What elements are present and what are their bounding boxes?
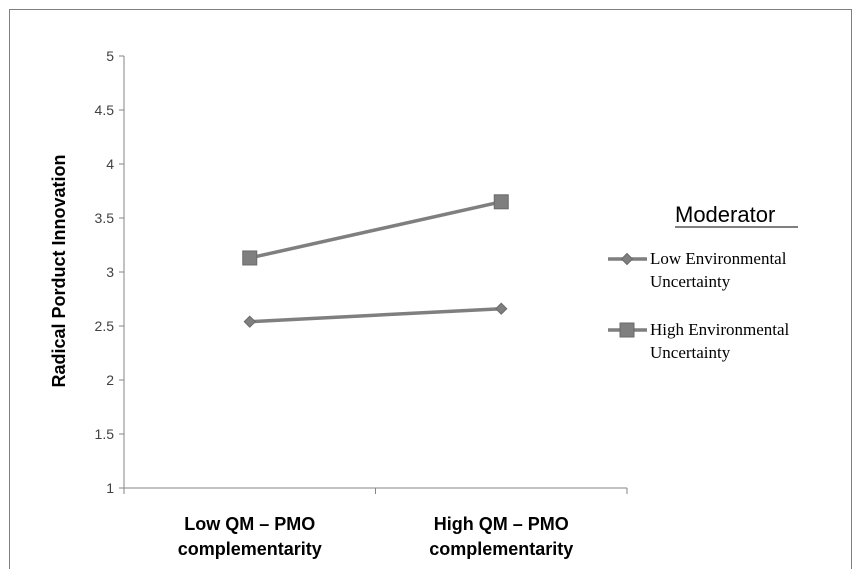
legend-entry: Low Environmental Uncertainty — [608, 249, 787, 291]
legend-entry: High Environmental Uncertainty — [608, 320, 790, 362]
series-group — [242, 194, 509, 328]
data-point — [243, 315, 256, 328]
y-tick-label: 4.5 — [95, 102, 115, 118]
x-category-label: Low QM – PMO complementarity — [178, 514, 322, 559]
axes — [119, 55, 628, 494]
y-tick-label: 1.5 — [95, 426, 115, 442]
y-tick-label: 2.5 — [95, 318, 115, 334]
data-point — [242, 250, 258, 266]
x-category-labels: Low QM – PMO complementarity High QM – PMO… — [178, 514, 574, 559]
data-point — [495, 302, 508, 315]
series-high-uncertainty — [242, 194, 509, 266]
y-tick-label: 5 — [106, 48, 114, 64]
y-tick-labels: 1 1.5 2 2.5 3 3.5 4 4.5 5 — [95, 48, 115, 496]
y-tick-label: 1 — [106, 480, 114, 496]
y-tick-label: 4 — [106, 156, 114, 172]
legend-marker — [619, 322, 635, 338]
x-category-label: High QM – PMO complementarity — [429, 514, 573, 559]
legend: Moderator Low Environmental Uncertainty Hi… — [608, 202, 798, 362]
series-line — [249, 200, 502, 260]
legend-title: Moderator — [675, 202, 775, 227]
legend-marker — [620, 252, 634, 266]
line-chart: 1 1.5 2 2.5 3 3.5 4 4.5 5 Low QM – PMO complement… — [49, 48, 798, 559]
y-tick-label: 2 — [106, 372, 114, 388]
legend-label: Low Environmental Uncertainty — [650, 249, 787, 291]
series-line — [249, 306, 502, 324]
data-point — [493, 194, 509, 210]
legend-label: High Environmental Uncertainty — [650, 320, 790, 362]
y-axis-label: Radical Porduct Innovation — [49, 154, 69, 387]
chart-frame: 1 1.5 2 2.5 3 3.5 4 4.5 5 Low QM – PMO complement… — [9, 9, 852, 569]
series-low-uncertainty — [243, 302, 508, 328]
y-tick-label: 3 — [106, 264, 114, 280]
y-tick-label: 3.5 — [95, 210, 115, 226]
